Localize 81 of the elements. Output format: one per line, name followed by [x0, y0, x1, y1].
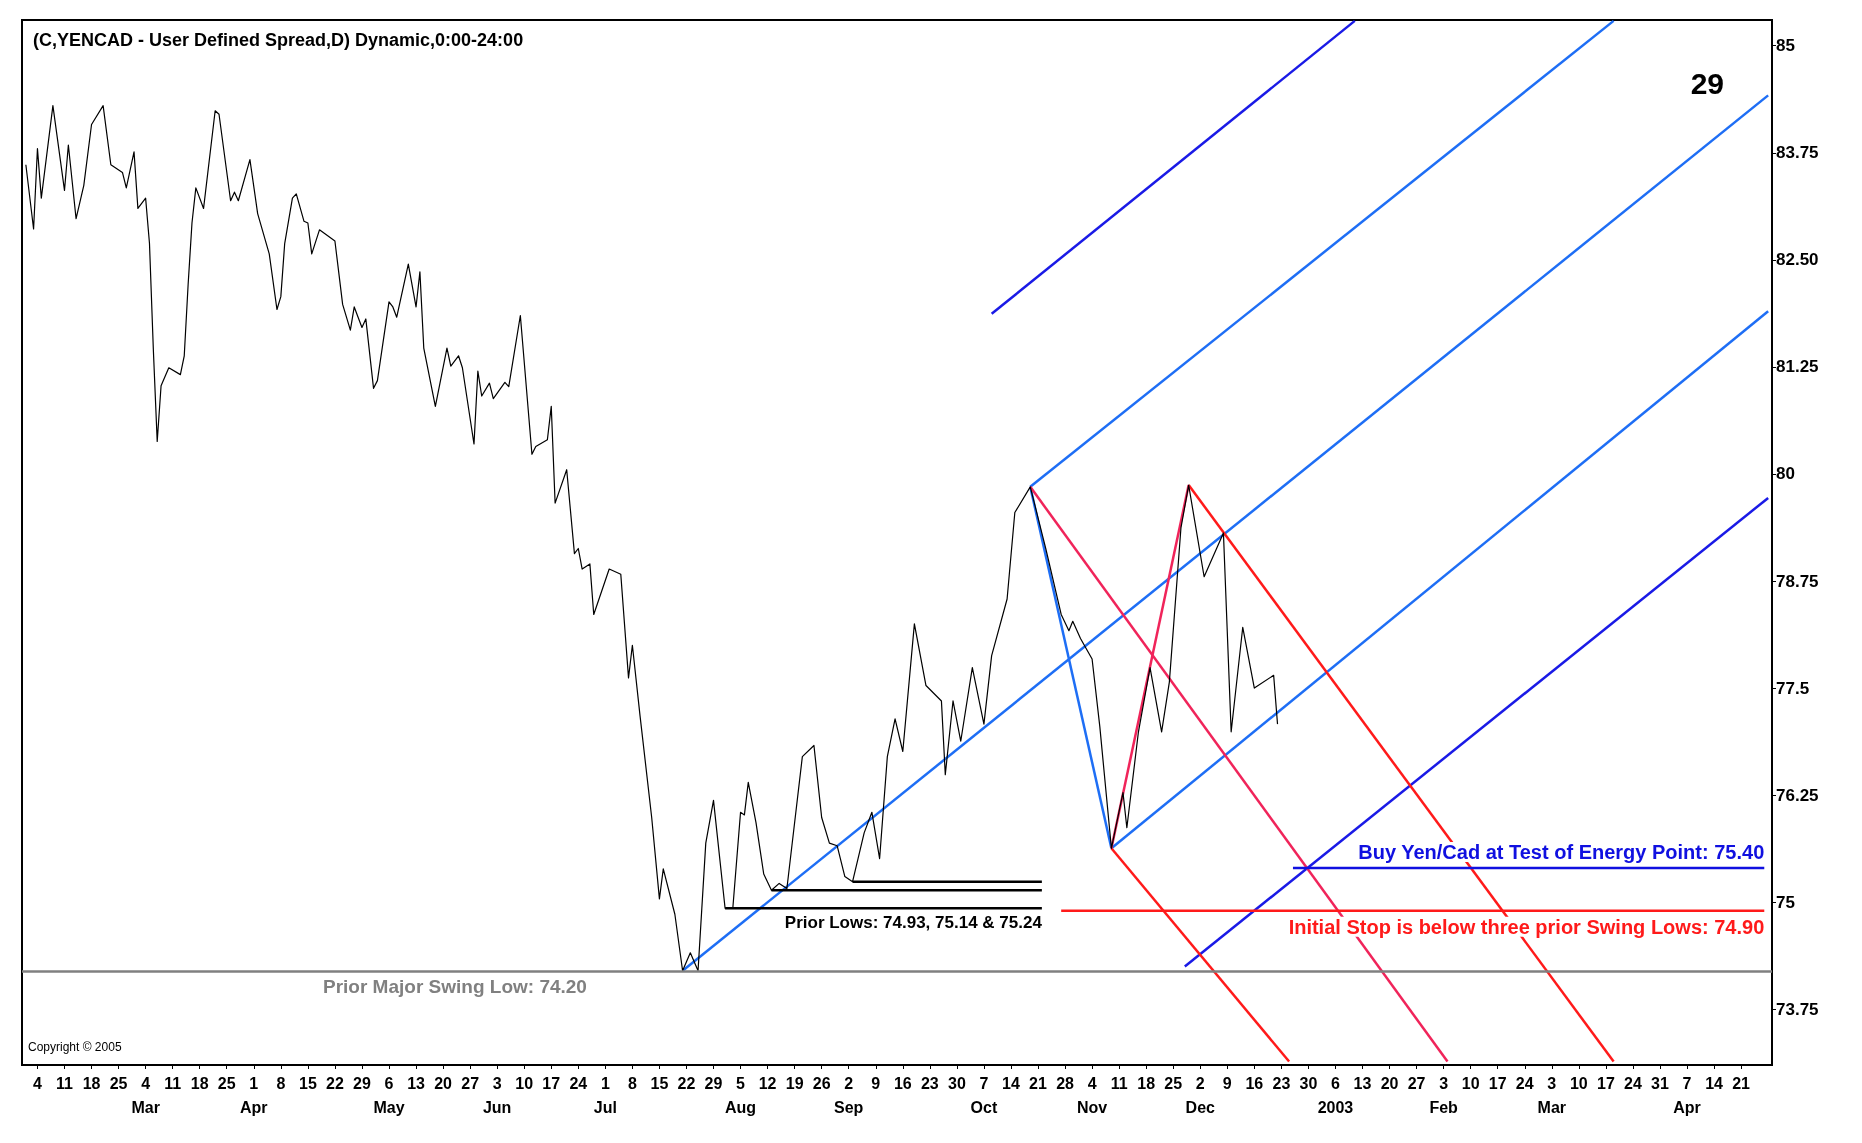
- x-tick-label: 30: [1299, 1074, 1318, 1092]
- x-tick-label: 30: [947, 1074, 966, 1092]
- x-tick-label: 24: [569, 1074, 588, 1092]
- x-tick-label: 16: [1245, 1074, 1264, 1092]
- x-tick-label: 22: [326, 1074, 344, 1092]
- y-tick-label: 85: [1776, 36, 1795, 56]
- x-tick-label: 11: [1110, 1074, 1128, 1092]
- x-tick-label: 15: [650, 1074, 669, 1092]
- x-tick-label: 3 Jun: [482, 1074, 512, 1116]
- y-tick-label: 75: [1776, 892, 1795, 912]
- ref-line-label: Prior Major Swing Low: 74.20: [323, 975, 587, 997]
- x-tick-label: 13: [1353, 1074, 1372, 1092]
- x-tick-label: 23: [1272, 1074, 1291, 1092]
- y-tick-label: 80: [1776, 464, 1795, 484]
- x-tick-label: 10: [515, 1074, 534, 1092]
- x-tick-label: 24: [1624, 1074, 1642, 1092]
- annotation: Copyright © 2005: [28, 1040, 122, 1054]
- x-tick-label: 4 Nov: [1076, 1074, 1108, 1116]
- x-tick-label: 29: [353, 1074, 371, 1092]
- x-tick-label: 4 Mar: [131, 1074, 160, 1116]
- y-tick-label: 73.75: [1776, 999, 1819, 1019]
- text: (C,YENCAD - User Defined Spread,D) Dynamic,0:00-24:00: [33, 30, 524, 50]
- y-tick-label: 78.75: [1776, 571, 1819, 591]
- annotation: Initial Stop is below three prior Swing Lows: 74.90: [1288, 915, 1765, 938]
- x-tick-label: 23: [920, 1074, 939, 1092]
- x-tick-label: 4: [33, 1074, 42, 1092]
- x-tick-label: 18: [1137, 1074, 1156, 1092]
- x-tick-label: 20: [434, 1074, 453, 1092]
- x-tick-label: 27: [1407, 1074, 1426, 1092]
- x-tick-label: 20: [1380, 1074, 1399, 1092]
- x-tick-label: 18: [190, 1074, 209, 1092]
- x-tick-label: 14: [1002, 1074, 1020, 1092]
- x-tick-label: 3 Mar: [1537, 1074, 1567, 1116]
- x-tick-label: 25: [109, 1074, 128, 1092]
- annotation: 29: [1690, 66, 1725, 100]
- x-tick-label: 16: [893, 1074, 912, 1092]
- annotation: Buy Yen/Cad at Test of Energy Point: 75.40: [1358, 840, 1765, 863]
- x-tick-label: 3 Feb: [1429, 1074, 1459, 1116]
- x-tick-label: 27: [461, 1074, 480, 1092]
- x-tick-label: 6 May: [373, 1074, 405, 1116]
- x-tick-label: 17: [1488, 1074, 1507, 1092]
- x-tick-label: 10: [1569, 1074, 1588, 1092]
- x-tick-label: 7 Apr: [1673, 1074, 1701, 1116]
- x-tick-label: 25: [1164, 1074, 1183, 1092]
- x-tick-label: 21: [1732, 1074, 1751, 1092]
- x-tick-label: 25: [217, 1074, 236, 1092]
- x-tick-label: 21: [1029, 1074, 1047, 1092]
- x-tick-label: 6 2003: [1317, 1074, 1354, 1116]
- x-tick-label: 1 Apr: [240, 1074, 268, 1116]
- x-tick-label: 28: [1056, 1074, 1075, 1092]
- x-tick-label: 31: [1651, 1074, 1669, 1092]
- x-tick-label: 29: [704, 1074, 723, 1092]
- x-tick-label: 8: [627, 1074, 637, 1092]
- y-tick-label: 76.25: [1776, 785, 1819, 805]
- annotation: Prior Lows: 74.93, 75.14 & 75.24: [784, 913, 1043, 933]
- x-tick-label: 18: [82, 1074, 101, 1092]
- x-tick-label: 26: [812, 1074, 831, 1092]
- x-tick-label: 17: [1596, 1074, 1615, 1092]
- x-tick-label: 10: [1461, 1074, 1480, 1092]
- x-tick-label: 7 Oct: [970, 1074, 998, 1116]
- x-tick-label: 24: [1515, 1074, 1534, 1092]
- x-tick-label: 5 Aug: [724, 1074, 757, 1116]
- x-tick-label: 14: [1705, 1074, 1724, 1092]
- x-tick-label: 2 Dec: [1185, 1074, 1216, 1116]
- x-tick-label: 17: [542, 1074, 561, 1092]
- x-tick-label: 22: [677, 1074, 696, 1092]
- x-tick-label: 11: [164, 1074, 182, 1092]
- x-tick-label: 1 Jul: [593, 1074, 617, 1116]
- y-tick-label: 81.25: [1776, 357, 1819, 377]
- x-tick-label: 15: [298, 1074, 317, 1092]
- x-tick-label: 13: [407, 1074, 426, 1092]
- y-tick-label: 82.50: [1776, 250, 1819, 270]
- x-tick-label: 9: [1222, 1074, 1232, 1092]
- y-tick-label: 77.5: [1776, 678, 1810, 698]
- y-tick-label: 83.75: [1776, 143, 1819, 163]
- x-tick-label: 2 Sep: [834, 1074, 864, 1116]
- x-tick-label: 11: [56, 1074, 74, 1092]
- x-tick-label: 8: [276, 1074, 286, 1092]
- x-tick-label: 9: [871, 1074, 881, 1092]
- x-tick-label: 19: [785, 1074, 804, 1092]
- x-tick-label: 12: [758, 1074, 777, 1092]
